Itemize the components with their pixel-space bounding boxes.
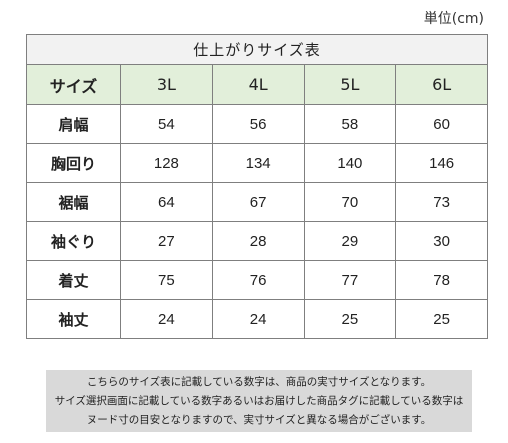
table-cell: 58 <box>303 104 397 144</box>
size-header-label: サイズ <box>26 64 121 105</box>
table-cell: 56 <box>211 104 305 144</box>
table-row: 袖丈 24 24 25 25 <box>26 299 488 339</box>
table-cell: 24 <box>211 299 305 339</box>
table-cell: 146 <box>395 143 488 183</box>
table-cell: 76 <box>211 260 305 300</box>
size-header-cell: 6L <box>395 64 488 105</box>
table-cell: 24 <box>120 299 213 339</box>
size-note: こちらのサイズ表に記載している数字は、商品の実寸サイズとなります。 サイズ選択画… <box>46 370 472 432</box>
table-header-row: サイズ 3L 4L 5L 6L <box>26 64 488 105</box>
row-label: 袖丈 <box>26 299 121 339</box>
table-cell: 27 <box>120 221 213 261</box>
row-label: 肩幅 <box>26 104 121 144</box>
table-cell: 70 <box>303 182 397 222</box>
table-cell: 78 <box>395 260 488 300</box>
table-cell: 67 <box>211 182 305 222</box>
table-cell: 30 <box>395 221 488 261</box>
row-label: 裾幅 <box>26 182 121 222</box>
note-line: こちらのサイズ表に記載している数字は、商品の実寸サイズとなります。 <box>86 376 432 388</box>
table-cell: 29 <box>303 221 397 261</box>
table-cell: 25 <box>395 299 488 339</box>
table-title-row: 仕上がりサイズ表 <box>26 34 488 65</box>
note-line: ヌード寸の目安となりますので、実寸サイズと異なる場合がございます。 <box>86 414 432 426</box>
table-cell: 64 <box>120 182 213 222</box>
note-line: サイズ選択画面に記載している数字あるいはお届けした商品タグに記載している数字は <box>54 395 464 407</box>
table-row: 着丈 75 76 77 78 <box>26 260 488 300</box>
table-cell: 75 <box>120 260 213 300</box>
table-row: 袖ぐり 27 28 29 30 <box>26 221 488 261</box>
table-cell: 128 <box>120 143 213 183</box>
size-header-cell: 3L <box>120 64 213 105</box>
table-cell: 25 <box>303 299 397 339</box>
table-cell: 73 <box>395 182 488 222</box>
unit-label: 単位(cm) <box>423 11 484 27</box>
table-cell: 134 <box>211 143 305 183</box>
table-cell: 54 <box>120 104 213 144</box>
row-label: 袖ぐり <box>26 221 121 261</box>
size-header-cell: 4L <box>211 64 305 105</box>
table-row: 胸回り 128 134 140 146 <box>26 143 488 183</box>
table-cell: 140 <box>303 143 397 183</box>
table-row: 肩幅 54 56 58 60 <box>26 104 488 144</box>
table-title: 仕上がりサイズ表 <box>26 34 488 65</box>
table-cell: 77 <box>303 260 397 300</box>
table-cell: 60 <box>395 104 488 144</box>
size-table: 仕上がりサイズ表 サイズ 3L 4L 5L 6L 肩幅 54 56 58 60 … <box>26 34 488 339</box>
row-label: 着丈 <box>26 260 121 300</box>
row-label: 胸回り <box>26 143 121 183</box>
table-cell: 28 <box>211 221 305 261</box>
table-row: 裾幅 64 67 70 73 <box>26 182 488 222</box>
size-header-cell: 5L <box>303 64 397 105</box>
